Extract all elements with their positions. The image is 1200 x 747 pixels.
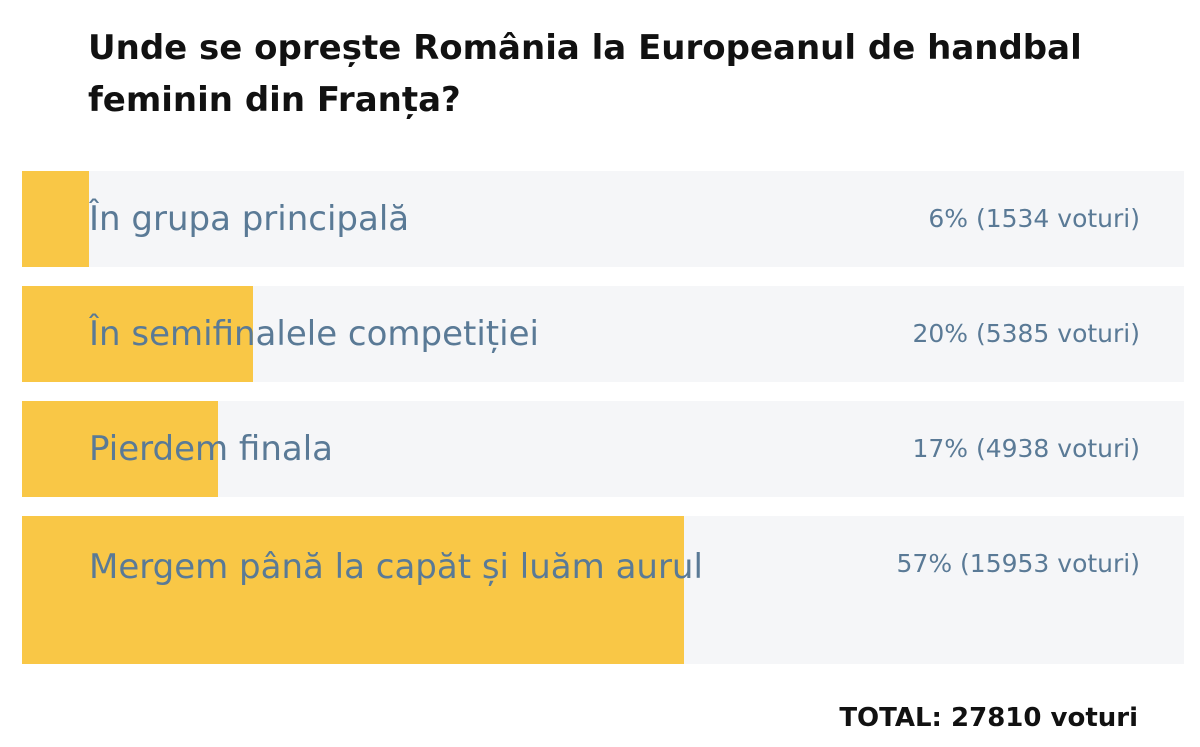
poll-option[interactable]: În grupa principală 6% (1534 voturi) bbox=[22, 171, 1184, 267]
poll-option[interactable]: Pierdem finala 17% (4938 voturi) bbox=[22, 401, 1184, 497]
poll-question: Unde se oprește România la Europeanul de… bbox=[88, 28, 1082, 120]
result-bar bbox=[22, 171, 90, 267]
option-result: 6% (1534 voturi) bbox=[928, 204, 1140, 233]
option-label: În semifinalele competiției bbox=[89, 314, 539, 354]
result-bar bbox=[22, 401, 219, 497]
poll-option[interactable]: Mergem până la capăt și luăm aurul 57% (… bbox=[22, 516, 1184, 664]
option-result: 17% (4938 voturi) bbox=[912, 434, 1140, 463]
poll-total: TOTAL: 27810 voturi bbox=[839, 703, 1138, 733]
option-label: Mergem până la capăt și luăm aurul bbox=[89, 547, 703, 587]
result-bar bbox=[22, 286, 254, 382]
poll-option[interactable]: În semifinalele competiției 20% (5385 vo… bbox=[22, 286, 1184, 382]
result-bar bbox=[22, 516, 685, 664]
option-label: În grupa principală bbox=[89, 199, 410, 239]
option-result: 20% (5385 voturi) bbox=[912, 319, 1140, 348]
option-result: 57% (15953 voturi) bbox=[896, 549, 1140, 578]
option-label: Pierdem finala bbox=[89, 429, 334, 469]
